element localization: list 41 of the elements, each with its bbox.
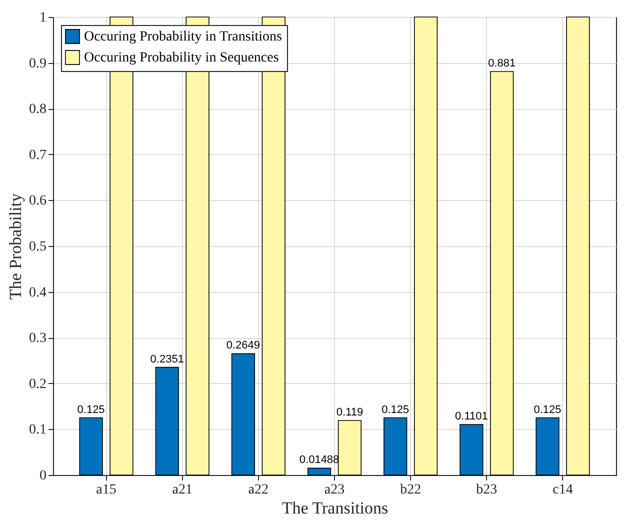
x-axis-title: The Transitions [282, 498, 388, 518]
bar [231, 353, 256, 476]
y-tick-label: 0.9 [29, 56, 46, 72]
y-tick-label: 0.7 [29, 148, 46, 163]
x-tick-label: a21 [172, 482, 192, 498]
data-label: 0.2351 [150, 353, 184, 366]
y-tick-label: 0.8 [29, 102, 46, 118]
y-tick-label: 0.3 [29, 331, 46, 346]
y-tick-label: 0.4 [29, 285, 46, 300]
y-tick-label: 0.6 [29, 194, 46, 209]
y-axis-title: The Probability [6, 192, 25, 300]
data-label: 0.125 [77, 404, 105, 416]
x-tick-label: b22 [400, 482, 422, 498]
data-label: 0.125 [534, 404, 562, 416]
y-tick-label: 0 [40, 468, 46, 484]
bar [307, 468, 332, 476]
bar [79, 417, 103, 476]
bar [536, 417, 560, 476]
bar [566, 16, 590, 476]
x-tick-label: a22 [248, 482, 269, 498]
bar [460, 424, 484, 476]
data-label: 0.119 [336, 406, 364, 418]
data-label: 0.125 [382, 404, 410, 416]
data-label: 0.2649 [226, 340, 260, 352]
y-tick-label: 0.2 [29, 376, 46, 392]
bar [490, 71, 514, 476]
legend-label: Occuring Probability in Sequences [84, 50, 279, 66]
x-tick-label: c14 [552, 482, 573, 498]
x-tick-label: a15 [96, 482, 116, 498]
data-label: 0.881 [488, 58, 516, 70]
bar [155, 366, 179, 476]
bar [414, 16, 438, 476]
bar [384, 417, 408, 476]
y-tick-label: 1 [40, 10, 46, 26]
legend-label: Occuring Probability in Transitions [84, 30, 282, 44]
bar [338, 420, 362, 476]
y-tick-label: 0.5 [29, 240, 46, 254]
x-tick-label: a23 [324, 482, 345, 498]
x-tick-label: b23 [476, 482, 498, 498]
data-label: 0.1101 [455, 410, 488, 423]
y-tick-label: 0.1 [29, 422, 46, 438]
